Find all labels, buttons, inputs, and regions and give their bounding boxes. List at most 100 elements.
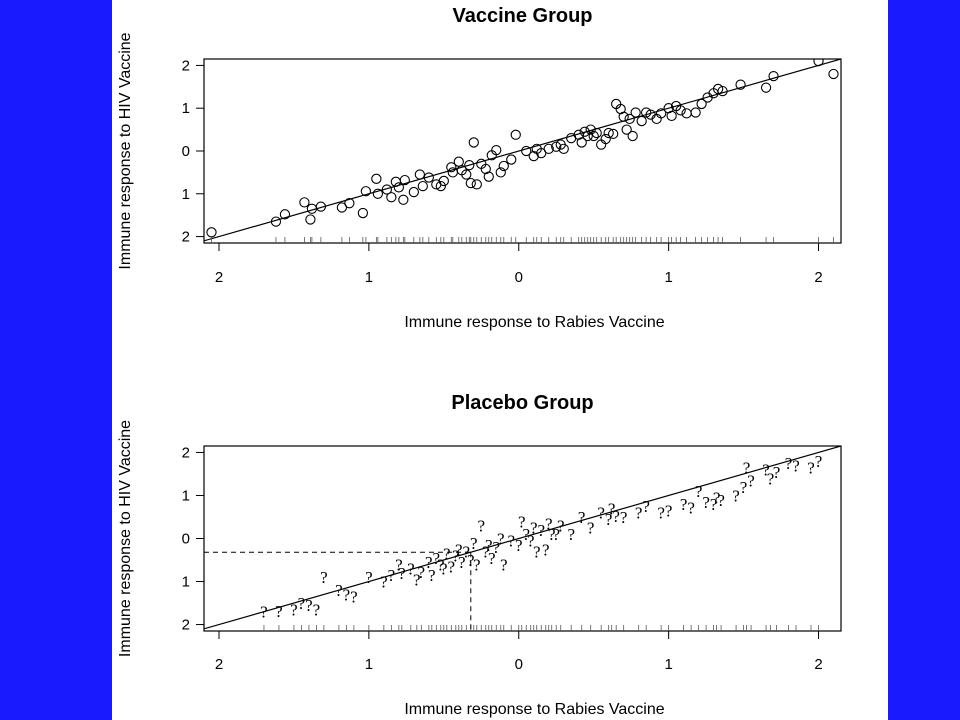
placebo-data-point: ? xyxy=(665,502,673,521)
vaccine-data-point xyxy=(464,159,475,171)
placebo-data-point: ? xyxy=(298,594,306,613)
vaccine-x-axis-label: Immune response to Rabies Vaccine xyxy=(404,314,664,331)
vaccine-x-tick-label: 1 xyxy=(664,269,672,286)
vaccine-data-point xyxy=(603,127,614,139)
placebo-y-tick-label: 2 xyxy=(182,617,190,634)
placebo-data-point: ? xyxy=(443,545,451,564)
placebo-data-point: ? xyxy=(518,512,526,531)
vaccine-data-point xyxy=(386,192,397,203)
placebo-data-point: ? xyxy=(680,495,688,514)
vaccine-data-point xyxy=(495,167,506,178)
placebo-data-point: ? xyxy=(335,581,343,600)
vaccine-data-point xyxy=(336,202,348,213)
placebo-data-point: ? xyxy=(418,563,426,582)
vaccine-data-point xyxy=(621,124,632,135)
placebo-data-point: ? xyxy=(578,508,586,527)
placebo-data-point: ? xyxy=(428,566,436,585)
placebo-data-point: ? xyxy=(433,549,441,568)
vaccine-data-point xyxy=(498,160,509,172)
placebo-data-point: ? xyxy=(437,555,445,574)
vaccine-data-point xyxy=(279,209,291,220)
vaccine-data-point xyxy=(690,107,701,118)
vaccine-data-point xyxy=(461,169,472,180)
vaccine-x-tick-label: 2 xyxy=(814,269,822,286)
placebo-data-point: ? xyxy=(365,568,373,587)
placebo-data-point: ? xyxy=(792,456,800,475)
placebo-data-point: ? xyxy=(507,532,515,551)
vaccine-data-point xyxy=(627,130,638,142)
placebo-data-point: ? xyxy=(527,532,535,551)
vaccine-data-point xyxy=(447,167,458,178)
placebo-x-tick-label: 2 xyxy=(215,656,223,673)
placebo-data-point: ? xyxy=(407,560,415,579)
placebo-data-point: ? xyxy=(488,549,496,568)
placebo-data-point: ? xyxy=(530,519,538,538)
vaccine-data-point xyxy=(760,82,772,93)
vaccine-data-point xyxy=(576,137,587,148)
placebo-data-point: ? xyxy=(732,486,740,505)
vaccine-data-point xyxy=(506,154,517,165)
vaccine-data-point xyxy=(618,111,629,122)
vaccine-data-point xyxy=(417,180,428,192)
vaccine-data-point xyxy=(521,145,532,157)
placebo-data-point: ? xyxy=(620,508,628,527)
vaccine-x-tick-label: 0 xyxy=(515,269,523,286)
vaccine-data-point xyxy=(655,108,667,119)
placebo-title: Placebo Group xyxy=(451,392,593,414)
placebo-data-point: ? xyxy=(605,510,613,529)
vaccine-data-point xyxy=(372,188,384,199)
vaccine-data-point xyxy=(543,143,554,155)
placebo-y-tick-label: 0 xyxy=(182,531,190,548)
placebo-data-point: ? xyxy=(305,596,313,615)
placebo-y-tick-label: 2 xyxy=(182,444,190,461)
vaccine-chart: Vaccine Group 2 1 0 1 2 2 1 0 1 2 Immune response t… xyxy=(117,5,842,331)
placebo-data-point: ? xyxy=(567,525,575,544)
vaccine-data-point xyxy=(360,186,372,197)
vaccine-data-point xyxy=(666,110,677,122)
placebo-data-point: ? xyxy=(815,452,823,471)
placebo-data-point: ? xyxy=(642,497,650,516)
vaccine-title: Vaccine Group xyxy=(452,5,592,27)
placebo-data-point: ? xyxy=(713,489,721,508)
vaccine-data-point xyxy=(270,216,282,227)
vaccine-data-point xyxy=(435,180,446,192)
placebo-data-point: ? xyxy=(425,553,433,572)
vaccine-y-tick-label: 1 xyxy=(182,186,190,203)
vaccine-data-point xyxy=(630,107,641,118)
placebo-x-tick-label: 0 xyxy=(515,656,523,673)
vaccine-data-point xyxy=(735,79,746,90)
placebo-data-point: ? xyxy=(350,588,358,607)
placebo-data-point: ? xyxy=(785,454,793,473)
placebo-data-point: ? xyxy=(608,499,616,518)
vaccine-data-point xyxy=(305,214,316,225)
placebo-data-point: ? xyxy=(657,504,665,523)
vaccine-data-point xyxy=(600,133,611,145)
placebo-data-point: ? xyxy=(458,553,466,572)
placebo-data-point: ? xyxy=(343,585,351,604)
placebo-data-point: ? xyxy=(470,534,478,553)
vaccine-data-point xyxy=(399,174,410,186)
placebo-data-point: ? xyxy=(482,542,490,561)
vaccine-data-point xyxy=(414,169,425,180)
vaccine-y-axis-label: Immune response to HIV Vaccine xyxy=(117,32,134,269)
placebo-data-point: ? xyxy=(500,555,508,574)
vaccine-data-point xyxy=(357,207,369,219)
placebo-data-point: ? xyxy=(313,600,321,619)
vaccine-data-point xyxy=(438,175,449,187)
vaccine-data-layer xyxy=(204,59,841,243)
placebo-x-axis-label: Immune response to Rabies Vaccine xyxy=(404,701,664,718)
placebo-chart: Placebo Group 2 1 0 1 2 2 1 0 1 2 Immune response t… xyxy=(117,392,842,718)
vaccine-data-point xyxy=(768,70,779,82)
placebo-y-tick-label: 1 xyxy=(182,487,190,504)
placebo-data-point: ? xyxy=(463,542,471,561)
placebo-data-point: ? xyxy=(413,570,421,589)
placebo-data-point: ? xyxy=(485,536,493,555)
vaccine-y-tick-label: 2 xyxy=(182,57,190,74)
vaccine-data-point xyxy=(528,150,539,162)
charts-canvas: Vaccine Group 2 1 0 1 2 2 1 0 1 2 Immune response t… xyxy=(117,5,842,718)
placebo-data-point: ? xyxy=(767,469,775,488)
vaccine-data-point xyxy=(696,98,707,110)
placebo-data-point: ? xyxy=(548,525,556,544)
vaccine-data-point xyxy=(381,184,393,195)
placebo-data-point: ? xyxy=(533,542,541,561)
